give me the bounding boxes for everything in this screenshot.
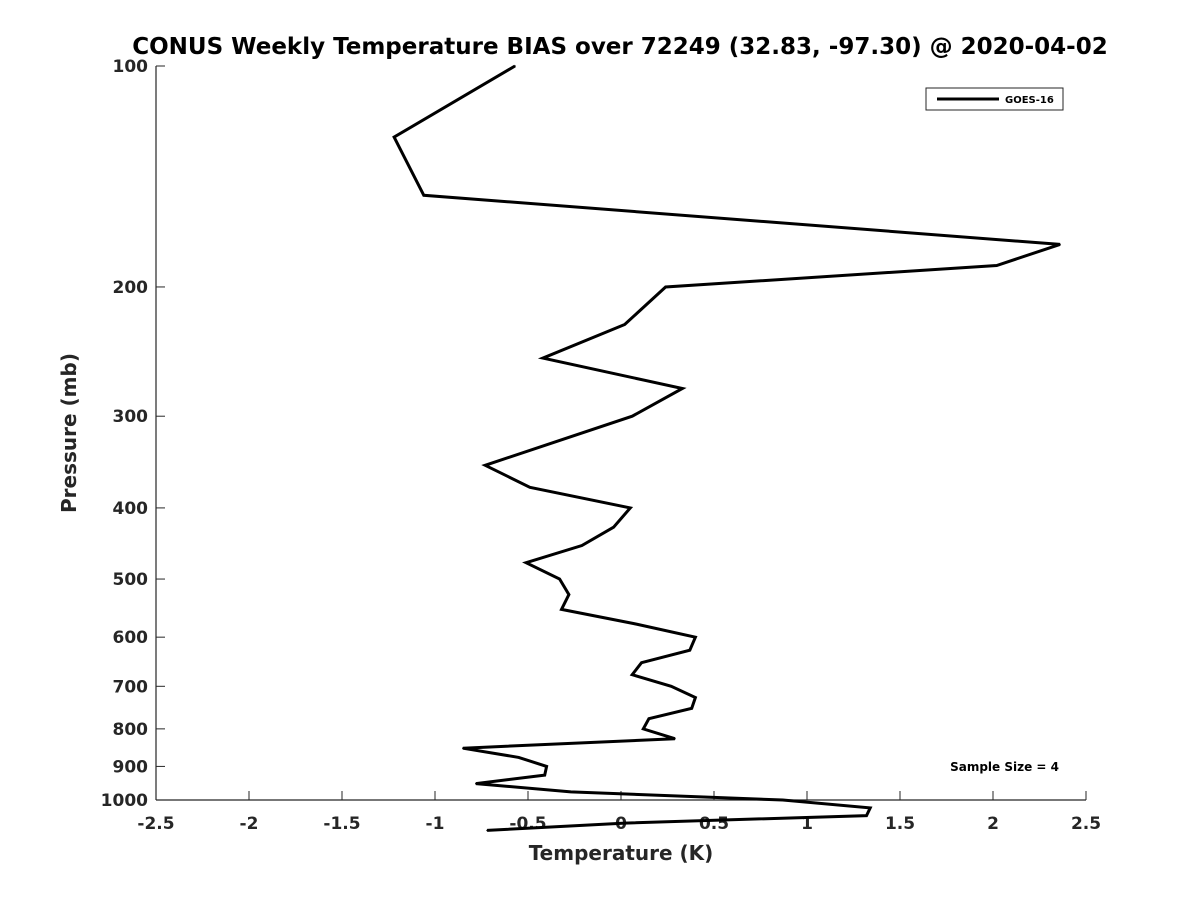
y-tick-label: 100 [113,57,149,77]
x-tick-label: -2.5 [137,814,174,834]
data-point [1059,243,1061,246]
data-point [612,526,615,528]
data-point [633,622,635,625]
data-point [690,707,693,710]
data-point [869,807,871,809]
data-point [423,194,425,197]
data-point [555,440,557,443]
x-tick-label: 2 [987,814,999,834]
x-tick-label: -1.5 [323,814,360,834]
legend: GOES-16 [925,87,1064,111]
y-tick-label: 500 [113,570,149,590]
y-tick-label: 300 [113,407,149,427]
data-point [517,756,520,759]
data-point [542,357,544,359]
data-point [670,685,672,688]
y-tick-label: 800 [113,720,149,740]
data-point [558,578,561,580]
legend-label-goes-16: GOES-16 [1005,95,1054,106]
data-point [623,323,626,326]
x-tick-label: 2.5 [1071,814,1101,834]
data-point [681,387,684,390]
x-axis-label: Temperature (K) [529,841,714,865]
data-point [648,717,650,720]
y-ticks: 100 200 300 400 500 600 700 800 900 1000 [101,57,165,811]
data-point [642,728,645,730]
data-point [543,774,546,776]
data-point [782,799,784,801]
data-point [581,544,583,547]
sample-size-annotation: Sample Size = 4 [950,760,1059,774]
data-point [529,486,531,489]
y-axis-label: Pressure (mb) [57,353,81,513]
data-point [570,791,572,793]
y-tick-label: 600 [113,628,149,648]
data-point [694,696,697,699]
x-tick-label: -1 [426,814,445,834]
series-line-goes-16 [392,64,1061,832]
x-tick-label: 1 [801,814,813,834]
series-group [392,64,1061,832]
data-point [545,765,548,768]
data-point [631,415,633,418]
y-tick-label: 900 [113,757,149,777]
data-point [393,136,395,138]
data-point [525,561,527,564]
x-tick-label: -0.5 [509,814,546,834]
x-tick-label: 0.5 [699,814,729,834]
data-point [674,737,676,740]
data-point [462,747,464,749]
data-point [623,822,626,824]
chart-title: CONUS Weekly Temperature BIAS over 72249… [132,34,1107,60]
data-point [664,286,667,288]
data-point [475,782,477,785]
data-point [484,464,487,467]
data-point [995,264,998,267]
y-tick-label: 400 [113,499,149,519]
y-tick-label: 1000 [101,791,148,811]
data-point [568,593,570,596]
data-point [514,65,516,67]
x-tick-label: -2 [240,814,259,834]
data-point [560,608,563,611]
data-point [640,661,643,664]
data-point [631,673,633,676]
x-tick-label: 1.5 [885,814,915,834]
y-tick-label: 700 [113,677,149,697]
data-point [486,829,488,832]
data-point [629,507,632,509]
data-point [694,636,697,638]
data-point [865,814,868,817]
y-tick-label: 200 [113,278,149,298]
data-point [689,649,691,651]
